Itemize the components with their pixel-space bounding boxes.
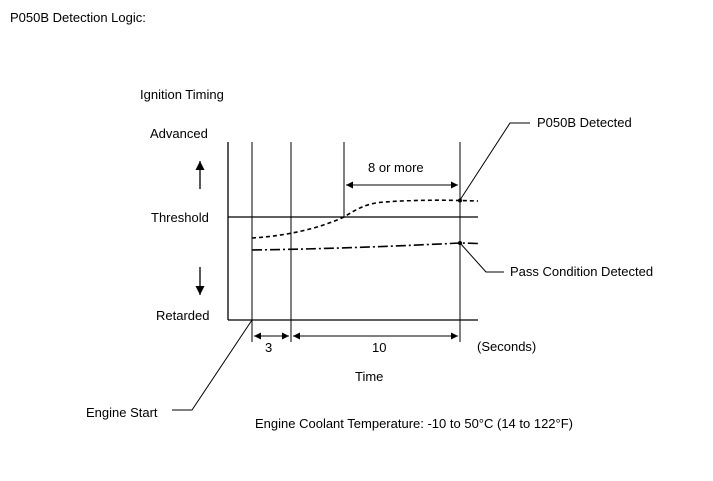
diagram-title: P050B Detection Logic: bbox=[10, 10, 146, 25]
fail-curve bbox=[251, 199, 479, 239]
detected-label: P050B Detected bbox=[537, 115, 632, 130]
pass-label: Pass Condition Detected bbox=[510, 264, 653, 279]
engine-start-label: Engine Start bbox=[86, 405, 158, 420]
x-axis-label: Time bbox=[355, 369, 383, 384]
label-advanced: Advanced bbox=[150, 126, 208, 141]
interval-3-label: 3 bbox=[265, 340, 272, 355]
interval-10-label: 10 bbox=[372, 340, 386, 355]
label-threshold: Threshold bbox=[151, 210, 209, 225]
x-axis-unit: (Seconds) bbox=[477, 339, 536, 354]
duration-label: 8 or more bbox=[368, 160, 424, 175]
pass-curve bbox=[251, 242, 479, 251]
pass-leader bbox=[459, 242, 504, 273]
coolant-condition: Engine Coolant Temperature: -10 to 50°C … bbox=[255, 416, 573, 431]
label-retarded: Retarded bbox=[156, 308, 209, 323]
detected-leader bbox=[459, 122, 530, 201]
engine-start-leader bbox=[172, 319, 253, 411]
y-axis-title: Ignition Timing bbox=[140, 87, 224, 102]
detected-point bbox=[458, 198, 462, 203]
